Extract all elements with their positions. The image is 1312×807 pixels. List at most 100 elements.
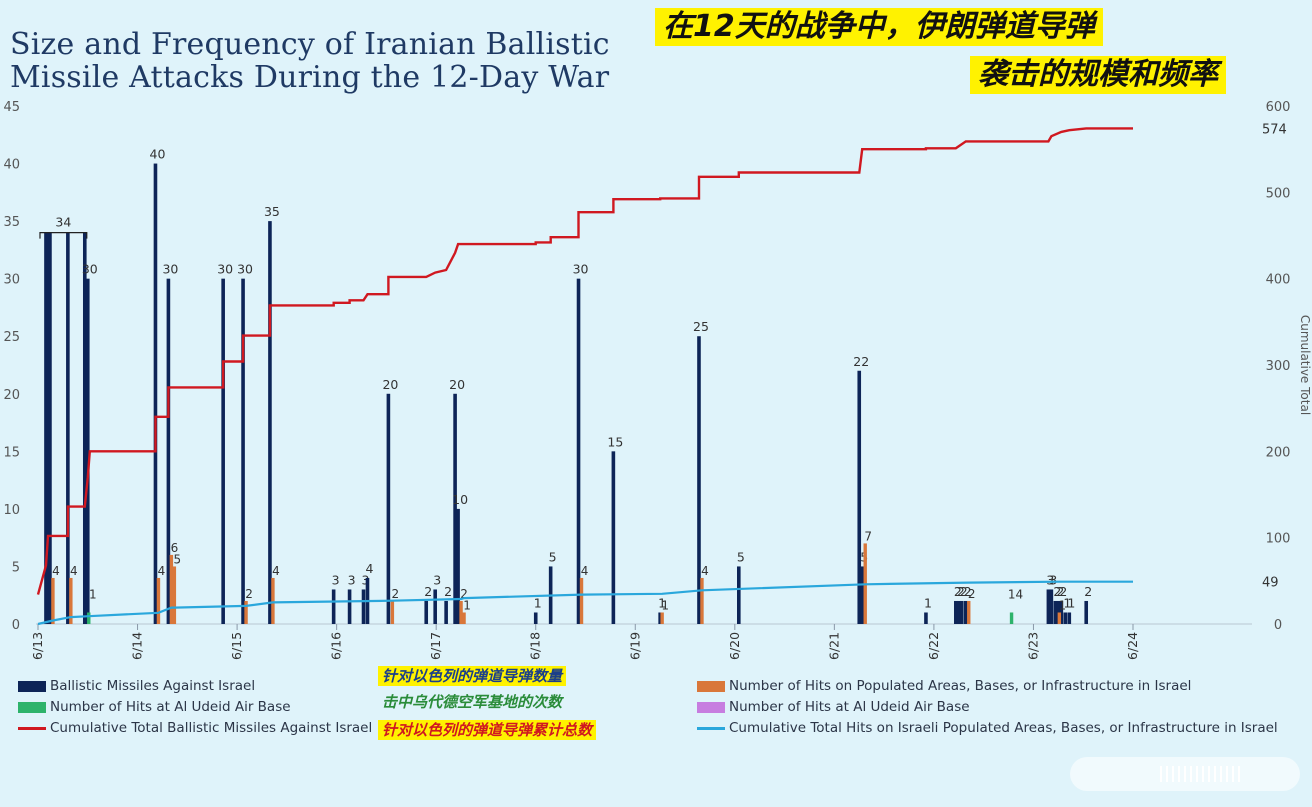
hits-bar-label: 6 bbox=[171, 541, 179, 555]
right-axis-tick-label: 400 bbox=[1266, 273, 1291, 288]
al-udeid-bar-label: 1 bbox=[89, 587, 97, 601]
hits-bar bbox=[660, 612, 664, 624]
hits-bar-label: 4 bbox=[701, 564, 709, 578]
left-axis-tick-label: 45 bbox=[3, 100, 20, 115]
missile-bar-label: 10 bbox=[452, 492, 468, 507]
x-axis-tick-label: 6/22 bbox=[926, 632, 941, 660]
x-axis-tick-label: 6/24 bbox=[1125, 632, 1140, 660]
missile-bar bbox=[658, 612, 662, 624]
left-axis-tick-label: 20 bbox=[3, 388, 20, 403]
chart-title: Size and Frequency of Iranian Ballistic … bbox=[10, 27, 610, 95]
missile-bar bbox=[576, 278, 581, 624]
cumulative-missiles-end-label: 574 bbox=[1262, 122, 1287, 137]
watermark-bars bbox=[1160, 766, 1240, 782]
left-axis-tick-label: 30 bbox=[3, 273, 20, 288]
x-axis-tick-label: 6/15 bbox=[229, 632, 244, 660]
hits-bar-label: 4 bbox=[581, 564, 589, 578]
legend-hits: Number of Hits on Populated Areas, Bases… bbox=[697, 676, 1191, 696]
hits-bar bbox=[156, 577, 161, 624]
x-axis-tick-label: 6/19 bbox=[627, 632, 642, 660]
legend-cumulative-hits: Cumulative Total Hits on Israeli Populat… bbox=[697, 718, 1278, 738]
missile-bar-label: 3 bbox=[1046, 572, 1054, 587]
missile-bar bbox=[1063, 612, 1068, 624]
hits-bar-label: 7 bbox=[864, 529, 872, 543]
hits-bar bbox=[244, 600, 248, 624]
missile-bar-label: 1 bbox=[658, 595, 666, 610]
legend-al-udeid-2-label: Number of Hits at Al Udeid Air Base bbox=[729, 699, 970, 715]
missile-bar bbox=[1067, 612, 1072, 624]
legend-al-udeid-swatch bbox=[18, 701, 46, 713]
group-bracket-label: 34 bbox=[55, 215, 71, 230]
missile-bar bbox=[1084, 600, 1089, 624]
missile-bar-label: 5 bbox=[737, 549, 745, 564]
hits-bar-label: 1 bbox=[463, 598, 471, 612]
al-udeid-bar bbox=[1009, 612, 1014, 624]
missile-bar bbox=[153, 163, 158, 625]
missile-bar bbox=[66, 232, 70, 624]
missile-bar-label: 2 bbox=[1053, 584, 1061, 599]
missile-bar-label: 1 bbox=[1063, 595, 1071, 610]
hits-bar bbox=[390, 600, 395, 624]
right-axis-tick-label: 600 bbox=[1266, 100, 1291, 115]
missile-bar-label: 30 bbox=[237, 262, 253, 277]
legend-cumulative-missiles-label: Cumulative Total Ballistic Missiles Agai… bbox=[50, 720, 373, 736]
right-axis-tick-label: 100 bbox=[1266, 532, 1291, 547]
missile-bar bbox=[963, 600, 968, 624]
missile-bar bbox=[361, 589, 366, 624]
right-axis-tick-label: 0 bbox=[1274, 618, 1282, 633]
left-axis-tick-label: 5 bbox=[12, 560, 20, 575]
missile-bar-label: 2 bbox=[1056, 584, 1064, 599]
hits-bar bbox=[700, 577, 704, 624]
missile-bar-label: 2 bbox=[957, 584, 965, 599]
hits-bar-label: 5 bbox=[174, 552, 182, 566]
missile-bar-label: 2 bbox=[444, 584, 452, 599]
missile-bar bbox=[386, 393, 391, 624]
missile-bar bbox=[433, 589, 437, 624]
missile-bar-label: 2 bbox=[1059, 584, 1067, 599]
missile-bar bbox=[857, 370, 862, 624]
missile-bar bbox=[347, 589, 352, 624]
missile-bar bbox=[331, 589, 336, 624]
x-axis-tick-label: 6/18 bbox=[528, 632, 543, 660]
missile-bar-label: 35 bbox=[264, 204, 280, 219]
missile-bar-label: 20 bbox=[382, 377, 398, 392]
missile-bar-label: 2 bbox=[424, 584, 432, 599]
missile-bar-label: 3 bbox=[348, 572, 356, 587]
missile-bar bbox=[611, 451, 616, 624]
x-axis-tick-label: 6/20 bbox=[727, 632, 742, 660]
legend-cumulative-hits-swatch bbox=[697, 726, 725, 730]
legend-cumulative-missiles: Cumulative Total Ballistic Missiles Agai… bbox=[18, 718, 372, 738]
x-axis-tick-label: 6/17 bbox=[428, 632, 443, 660]
legend-missiles-swatch bbox=[18, 680, 46, 692]
missile-bar-label: 2 bbox=[1084, 584, 1092, 599]
missile-bar-label: 40 bbox=[150, 147, 166, 162]
missile-bar-label: 30 bbox=[217, 262, 233, 277]
missile-bar bbox=[924, 612, 928, 624]
hits-bar-label: 4 bbox=[70, 564, 78, 578]
left-axis-tick-label: 40 bbox=[3, 158, 20, 173]
legend-hits-swatch bbox=[697, 680, 725, 692]
x-axis-tick-label: 6/14 bbox=[130, 632, 145, 660]
missile-bar bbox=[737, 566, 741, 624]
missile-bar-label: 2 bbox=[964, 584, 972, 599]
hits-bar bbox=[172, 566, 177, 624]
missile-bar bbox=[166, 278, 171, 624]
legend-al-udeid-2-swatch bbox=[697, 701, 725, 713]
legend-al-udeid-label: Number of Hits at Al Udeid Air Base bbox=[50, 699, 291, 715]
missile-bar-label: 2 bbox=[960, 584, 968, 599]
missile-bar bbox=[444, 600, 448, 624]
legend-cumulative-hits-label: Cumulative Total Hits on Israeli Populat… bbox=[729, 720, 1278, 736]
missile-bar-label: 30 bbox=[573, 262, 589, 277]
legend-cumulative-missiles-swatch bbox=[18, 726, 46, 730]
missile-bar-label: 22 bbox=[853, 354, 869, 369]
missile-bar-label: 2 bbox=[954, 584, 962, 599]
hits-bar bbox=[967, 600, 971, 624]
cumulative-missiles-line bbox=[36, 127, 1133, 595]
right-axis-tick-label: 200 bbox=[1266, 445, 1291, 460]
note-cumulative-zh: 针对以色列的弹道导弹累计总数 bbox=[378, 720, 597, 740]
missile-bar-label: 3 bbox=[1049, 572, 1057, 587]
x-axis-tick-label: 6/21 bbox=[826, 632, 841, 660]
cumulative-hits-line bbox=[37, 580, 1133, 626]
